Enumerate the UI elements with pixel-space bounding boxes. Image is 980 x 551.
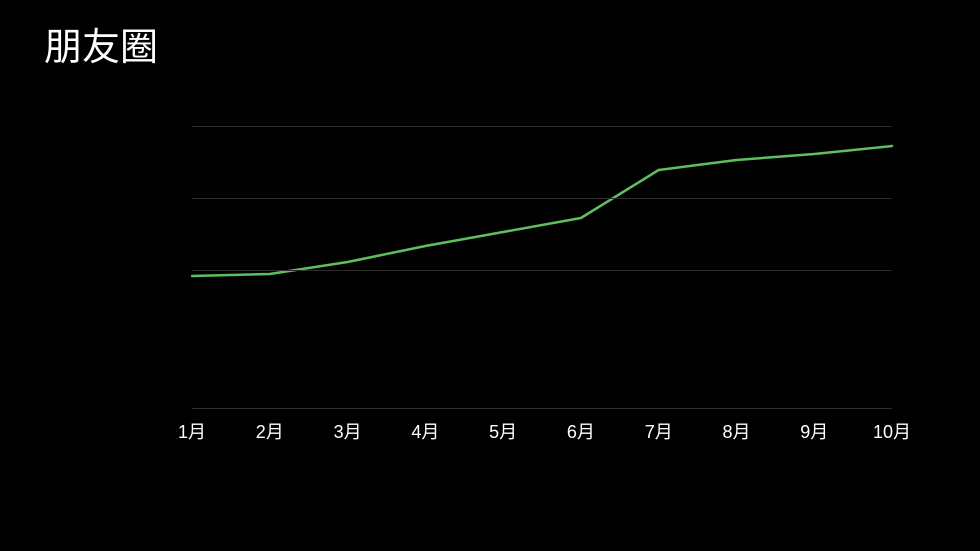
chart-title: 朋友圈	[44, 16, 158, 71]
gridline	[192, 270, 892, 271]
x-axis-label: 9月	[775, 418, 853, 444]
chart-area: 1月2月3月4月5月6月7月8月9月10月	[192, 118, 892, 408]
line-series	[192, 118, 892, 408]
x-axis-label: 8月	[698, 418, 776, 444]
x-axis-label: 10月	[853, 418, 931, 444]
x-axis-label: 2月	[231, 418, 309, 444]
x-axis-label: 1月	[153, 418, 231, 444]
x-axis-label: 5月	[464, 418, 542, 444]
x-axis-label: 4月	[386, 418, 464, 444]
gridline	[192, 126, 892, 127]
gridline	[192, 198, 892, 199]
x-axis-label: 7月	[620, 418, 698, 444]
x-axis-label: 6月	[542, 418, 620, 444]
gridline	[192, 408, 892, 409]
x-axis-labels: 1月2月3月4月5月6月7月8月9月10月	[153, 418, 931, 444]
x-axis-label: 3月	[309, 418, 387, 444]
